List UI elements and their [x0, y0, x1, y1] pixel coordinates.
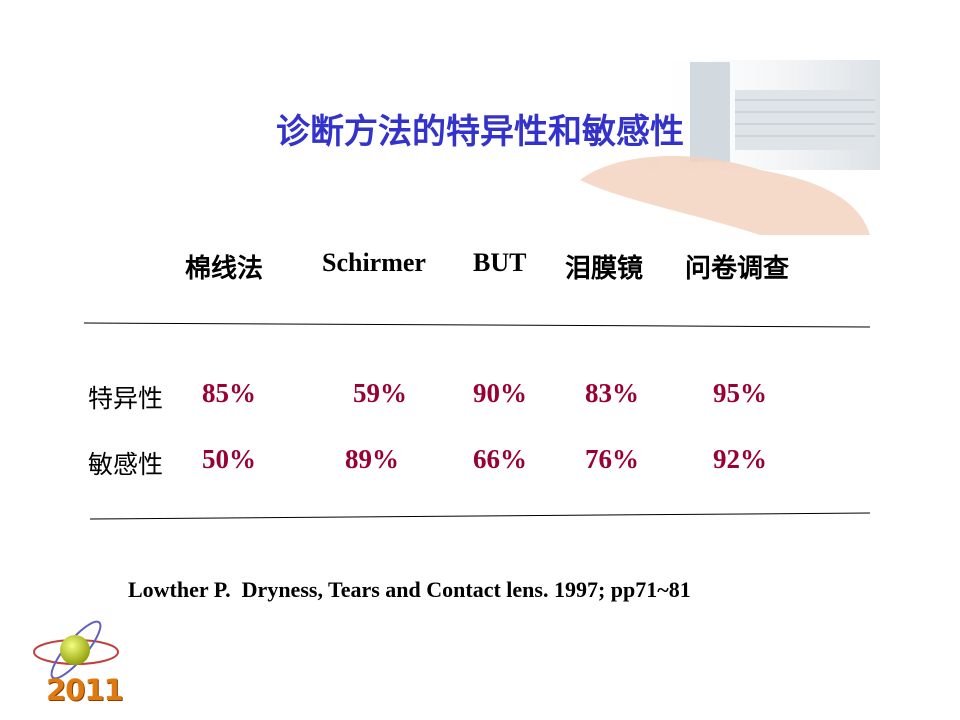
cell: 76% — [585, 444, 639, 474]
column-header: 棉线法 — [185, 254, 264, 283]
building-image — [580, 60, 880, 235]
logo-year: 2011 — [46, 673, 124, 707]
row-label: 特异性 — [88, 386, 164, 413]
cell: 50% — [202, 444, 256, 474]
cell: 90% — [473, 378, 527, 408]
column-header: Schirmer — [322, 248, 426, 277]
cell: 85% — [202, 378, 256, 408]
cell: 89% — [345, 444, 399, 474]
cell: 83% — [585, 378, 639, 408]
title: 诊断方法的特异性和敏感性 — [276, 112, 684, 152]
column-header: BUT — [473, 248, 527, 277]
citation: Lowther P. Dryness, Tears and Contact le… — [128, 577, 691, 602]
cell: 92% — [713, 444, 767, 474]
cell: 66% — [473, 444, 527, 474]
cell: 95% — [713, 378, 767, 408]
row-label: 敏感性 — [88, 452, 164, 479]
column-header: 泪膜镜 — [565, 254, 644, 283]
column-header: 问卷调查 — [685, 254, 790, 283]
rule — [83, 322, 871, 328]
logo — [33, 620, 119, 680]
rule — [89, 512, 871, 520]
cell: 59% — [353, 378, 407, 408]
